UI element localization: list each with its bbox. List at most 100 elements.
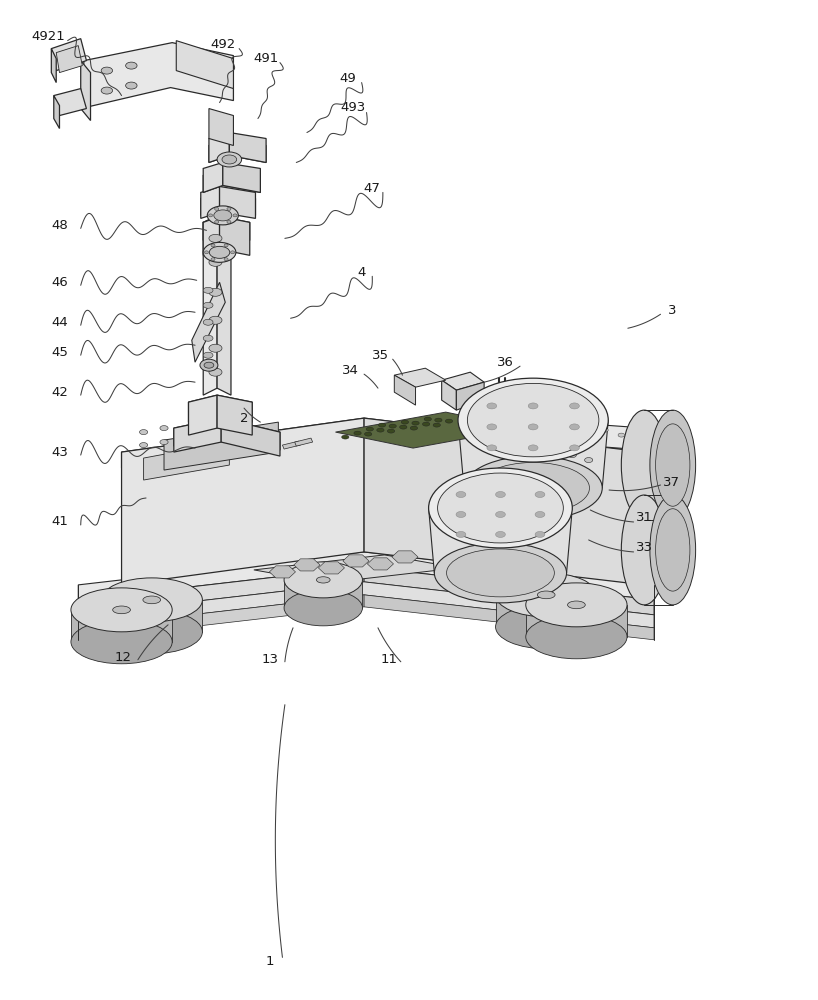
Ellipse shape [496,605,597,649]
Polygon shape [203,216,249,240]
Ellipse shape [214,220,218,223]
Ellipse shape [487,424,497,430]
Text: 493: 493 [341,101,366,114]
Text: 49: 49 [339,72,356,85]
Ellipse shape [649,410,695,520]
Polygon shape [54,89,87,116]
Ellipse shape [160,440,169,445]
Ellipse shape [71,588,172,632]
Ellipse shape [535,511,545,517]
Text: 31: 31 [636,511,653,524]
Ellipse shape [456,511,465,517]
Polygon shape [81,43,233,109]
Polygon shape [173,418,221,452]
Ellipse shape [209,234,222,242]
Ellipse shape [203,242,236,262]
Ellipse shape [209,246,230,258]
Ellipse shape [284,590,362,626]
Ellipse shape [140,443,148,448]
Polygon shape [343,555,369,567]
Ellipse shape [204,362,213,368]
Ellipse shape [213,210,231,221]
Text: 12: 12 [115,651,132,664]
Ellipse shape [209,214,213,217]
Polygon shape [318,562,344,574]
Ellipse shape [569,453,577,458]
Polygon shape [507,448,525,456]
Ellipse shape [227,207,231,210]
Polygon shape [442,372,484,390]
Ellipse shape [569,403,579,409]
Polygon shape [101,600,202,632]
Polygon shape [221,418,280,456]
Ellipse shape [496,531,506,537]
Text: 46: 46 [51,276,68,289]
Ellipse shape [224,244,228,247]
Ellipse shape [209,368,222,376]
Ellipse shape [487,403,497,409]
Ellipse shape [101,578,202,622]
Ellipse shape [456,492,465,498]
Text: 492: 492 [210,38,236,51]
Ellipse shape [526,583,627,627]
Ellipse shape [203,352,213,358]
Polygon shape [646,428,670,568]
Ellipse shape [400,425,407,429]
Polygon shape [209,109,233,145]
Ellipse shape [649,495,695,605]
Polygon shape [456,382,484,410]
Polygon shape [496,595,597,627]
Text: 491: 491 [254,52,279,65]
Ellipse shape [209,288,222,296]
Polygon shape [176,41,233,89]
Text: 4921: 4921 [31,30,65,43]
Polygon shape [203,216,219,255]
Polygon shape [282,441,300,449]
Ellipse shape [233,214,237,217]
Polygon shape [465,415,670,452]
Ellipse shape [424,417,431,421]
Text: 3: 3 [667,304,676,317]
Polygon shape [458,420,609,488]
Ellipse shape [203,287,213,293]
Text: 11: 11 [380,653,397,666]
Polygon shape [222,162,260,192]
Polygon shape [294,559,320,571]
Polygon shape [79,582,654,628]
Ellipse shape [467,383,599,457]
Polygon shape [394,375,416,405]
Ellipse shape [535,492,545,498]
Polygon shape [429,508,573,573]
Ellipse shape [377,428,384,432]
Ellipse shape [569,445,579,451]
Ellipse shape [569,424,579,430]
Polygon shape [394,368,446,387]
Ellipse shape [217,152,241,167]
Ellipse shape [434,418,442,422]
Polygon shape [52,49,56,83]
Ellipse shape [284,562,362,598]
Ellipse shape [438,473,564,543]
Text: 36: 36 [497,356,514,369]
Polygon shape [524,452,542,460]
Text: 13: 13 [262,653,279,666]
Ellipse shape [410,426,417,430]
Ellipse shape [433,423,440,427]
Polygon shape [526,605,627,637]
Ellipse shape [126,82,137,89]
Ellipse shape [487,445,497,451]
Ellipse shape [445,419,452,423]
Ellipse shape [342,435,349,439]
Ellipse shape [528,403,538,409]
Polygon shape [364,567,654,615]
Polygon shape [269,566,295,578]
Ellipse shape [456,531,465,537]
Polygon shape [367,558,393,570]
Ellipse shape [160,426,169,431]
Ellipse shape [209,258,222,266]
Text: 43: 43 [51,446,68,459]
Polygon shape [79,567,364,615]
Ellipse shape [602,428,609,432]
Ellipse shape [458,378,609,462]
Polygon shape [364,595,654,640]
